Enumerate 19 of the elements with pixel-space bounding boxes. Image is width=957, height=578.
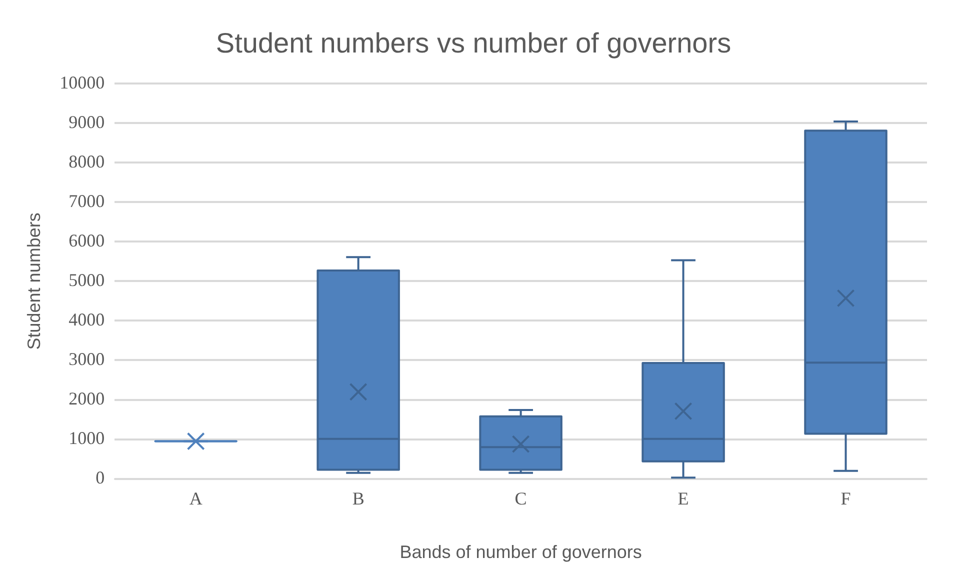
y-tick-label: 5000 (68, 270, 105, 290)
y-tick-label: 9000 (68, 112, 105, 132)
y-tick-label: 8000 (68, 151, 105, 172)
x-tick-label: A (189, 488, 202, 508)
x-tick-label: E (678, 488, 689, 508)
y-tick-label: 3000 (68, 348, 105, 369)
x-tick-label: C (514, 488, 527, 508)
y-tick-label: 2000 (68, 388, 105, 408)
chart-title: Student numbers vs number of governors (216, 28, 732, 59)
x-axis-title: Bands of number of governors (400, 542, 642, 562)
y-tick-label: 10000 (60, 72, 105, 92)
y-tick-label: 6000 (68, 230, 105, 250)
y-tick-label: 0 (96, 468, 105, 488)
x-tick-label: B (352, 488, 364, 508)
y-tick-label: 7000 (68, 190, 105, 211)
x-tick-label: F (840, 488, 851, 508)
y-axis-title: Student numbers (24, 212, 44, 350)
y-tick-label: 4000 (68, 309, 105, 330)
y-tick-label: 1000 (68, 428, 105, 448)
